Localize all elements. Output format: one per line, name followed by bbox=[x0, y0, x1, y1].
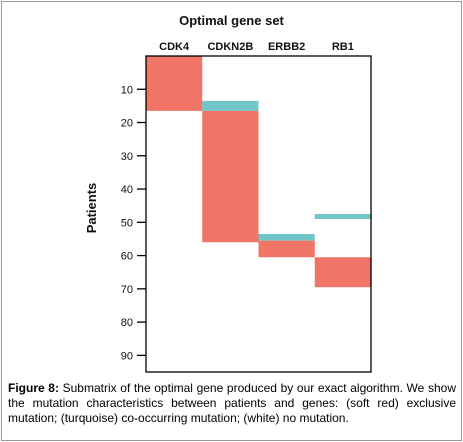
y-tick-label-70: 70 bbox=[121, 284, 133, 296]
cell-erbb2-co-occurring-3 bbox=[258, 233, 315, 241]
y-axis-ticks: 10 20 30 40 50 60 70 80 90 bbox=[121, 84, 146, 362]
y-tick-label-60: 60 bbox=[121, 251, 133, 263]
heatmap-chart: CDK4 CDKN2B ERBB2 RB1 10 20 30 40 50 60 70 80 90 Pa… bbox=[84, 41, 372, 373]
caption-text: Submatrix of the optimal gene produced b… bbox=[8, 381, 456, 425]
y-axis-label: Patients bbox=[84, 183, 99, 234]
y-tick-label-50: 50 bbox=[121, 217, 133, 229]
gene-label-cdk4: CDK4 bbox=[159, 41, 190, 53]
plot-border bbox=[145, 55, 372, 373]
y-tick-label-30: 30 bbox=[121, 151, 133, 163]
chart-title: Optimal gene set bbox=[179, 13, 284, 28]
gene-labels: CDK4 CDKN2B ERBB2 RB1 bbox=[159, 41, 354, 53]
y-tick-label-90: 90 bbox=[121, 350, 133, 362]
cell-erbb2-exclusive-4 bbox=[258, 240, 315, 258]
gene-label-rb1: RB1 bbox=[332, 41, 354, 53]
y-tick-label-10: 10 bbox=[121, 84, 133, 96]
cell-rb1-exclusive-6 bbox=[314, 257, 371, 288]
y-tick-label-80: 80 bbox=[121, 317, 133, 329]
cells-layer bbox=[146, 56, 371, 288]
y-tick-label-20: 20 bbox=[121, 118, 133, 130]
caption-label: Figure 8: bbox=[8, 381, 59, 395]
y-tick-label-40: 40 bbox=[121, 184, 133, 196]
cell-rb1-co-occurring-5 bbox=[314, 214, 371, 219]
cell-cdkn2b-exclusive-2 bbox=[202, 110, 259, 243]
cell-cdkn2b-co-occurring-1 bbox=[202, 100, 259, 111]
gene-label-erbb2: ERBB2 bbox=[268, 41, 305, 53]
cell-cdk4-exclusive-0 bbox=[146, 56, 203, 111]
gene-label-cdkn2b: CDKN2B bbox=[207, 41, 253, 53]
figure-caption: Figure 8: Submatrix of the optimal gene … bbox=[8, 381, 456, 426]
